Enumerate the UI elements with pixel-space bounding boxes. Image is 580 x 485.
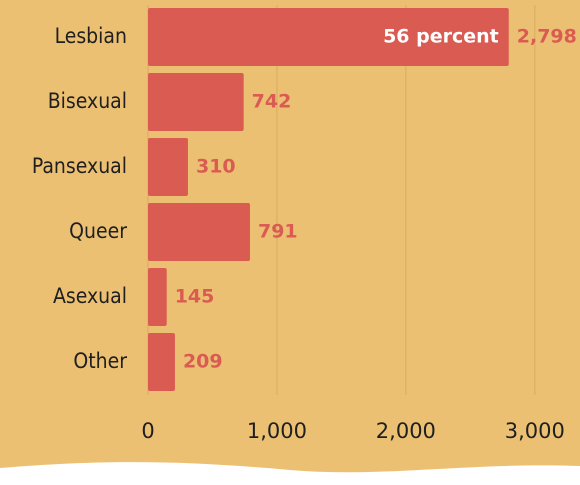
- data-label: 2,798: [517, 26, 577, 48]
- y-tick-label: Lesbian: [55, 24, 127, 48]
- x-tick-label: 1,000: [247, 419, 307, 443]
- y-tick-label: Pansexual: [32, 154, 127, 178]
- bar: [148, 203, 250, 261]
- y-tick-label: Asexual: [53, 284, 127, 308]
- paper-edge: [0, 462, 580, 485]
- y-tick-label: Queer: [69, 219, 127, 243]
- bar: [148, 333, 175, 391]
- y-tick-label: Bisexual: [48, 89, 127, 113]
- data-label: 742: [252, 91, 292, 113]
- annotation: 56 percent: [383, 26, 499, 48]
- x-tick-label: 3,000: [505, 419, 565, 443]
- data-label: 209: [183, 351, 223, 373]
- data-label: 145: [175, 286, 215, 308]
- x-tick-label: 2,000: [376, 419, 436, 443]
- bar: [148, 73, 244, 131]
- bar: [148, 8, 509, 66]
- bar: [148, 268, 167, 326]
- data-label: 791: [258, 221, 298, 243]
- x-tick-label: 0: [141, 419, 154, 443]
- data-label: 310: [196, 156, 236, 178]
- bar: [148, 138, 188, 196]
- y-tick-label: Other: [73, 349, 127, 373]
